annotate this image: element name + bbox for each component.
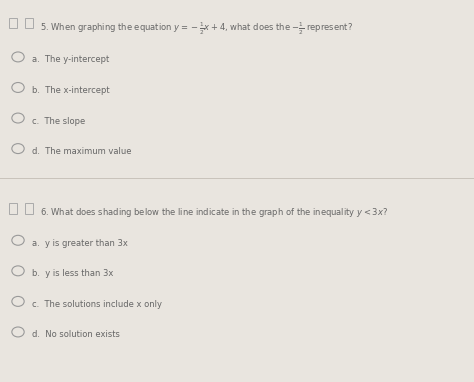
Bar (25, 203, 33, 214)
Text: a.  The y-intercept: a. The y-intercept (32, 55, 109, 65)
Text: b.  The x-intercept: b. The x-intercept (32, 86, 110, 95)
Text: a.  y is greater than 3x: a. y is greater than 3x (32, 239, 128, 248)
Text: d.  No solution exists: d. No solution exists (32, 330, 120, 340)
Text: c.  The solutions include x only: c. The solutions include x only (32, 300, 162, 309)
Bar (9, 203, 17, 214)
Bar (9, 18, 17, 28)
Bar (25, 18, 33, 28)
Text: 6. What does shading below the line indicate in the graph of the inequality $y <: 6. What does shading below the line indi… (40, 206, 388, 219)
Text: b.  y is less than 3x: b. y is less than 3x (32, 269, 114, 278)
Text: 5. When graphing the equation $y = -\frac{1}{2}x + 4$, what does the $-\frac{1}{: 5. When graphing the equation $y = -\fra… (40, 21, 353, 37)
Text: d.  The maximum value: d. The maximum value (32, 147, 132, 156)
Text: c.  The slope: c. The slope (32, 117, 85, 126)
